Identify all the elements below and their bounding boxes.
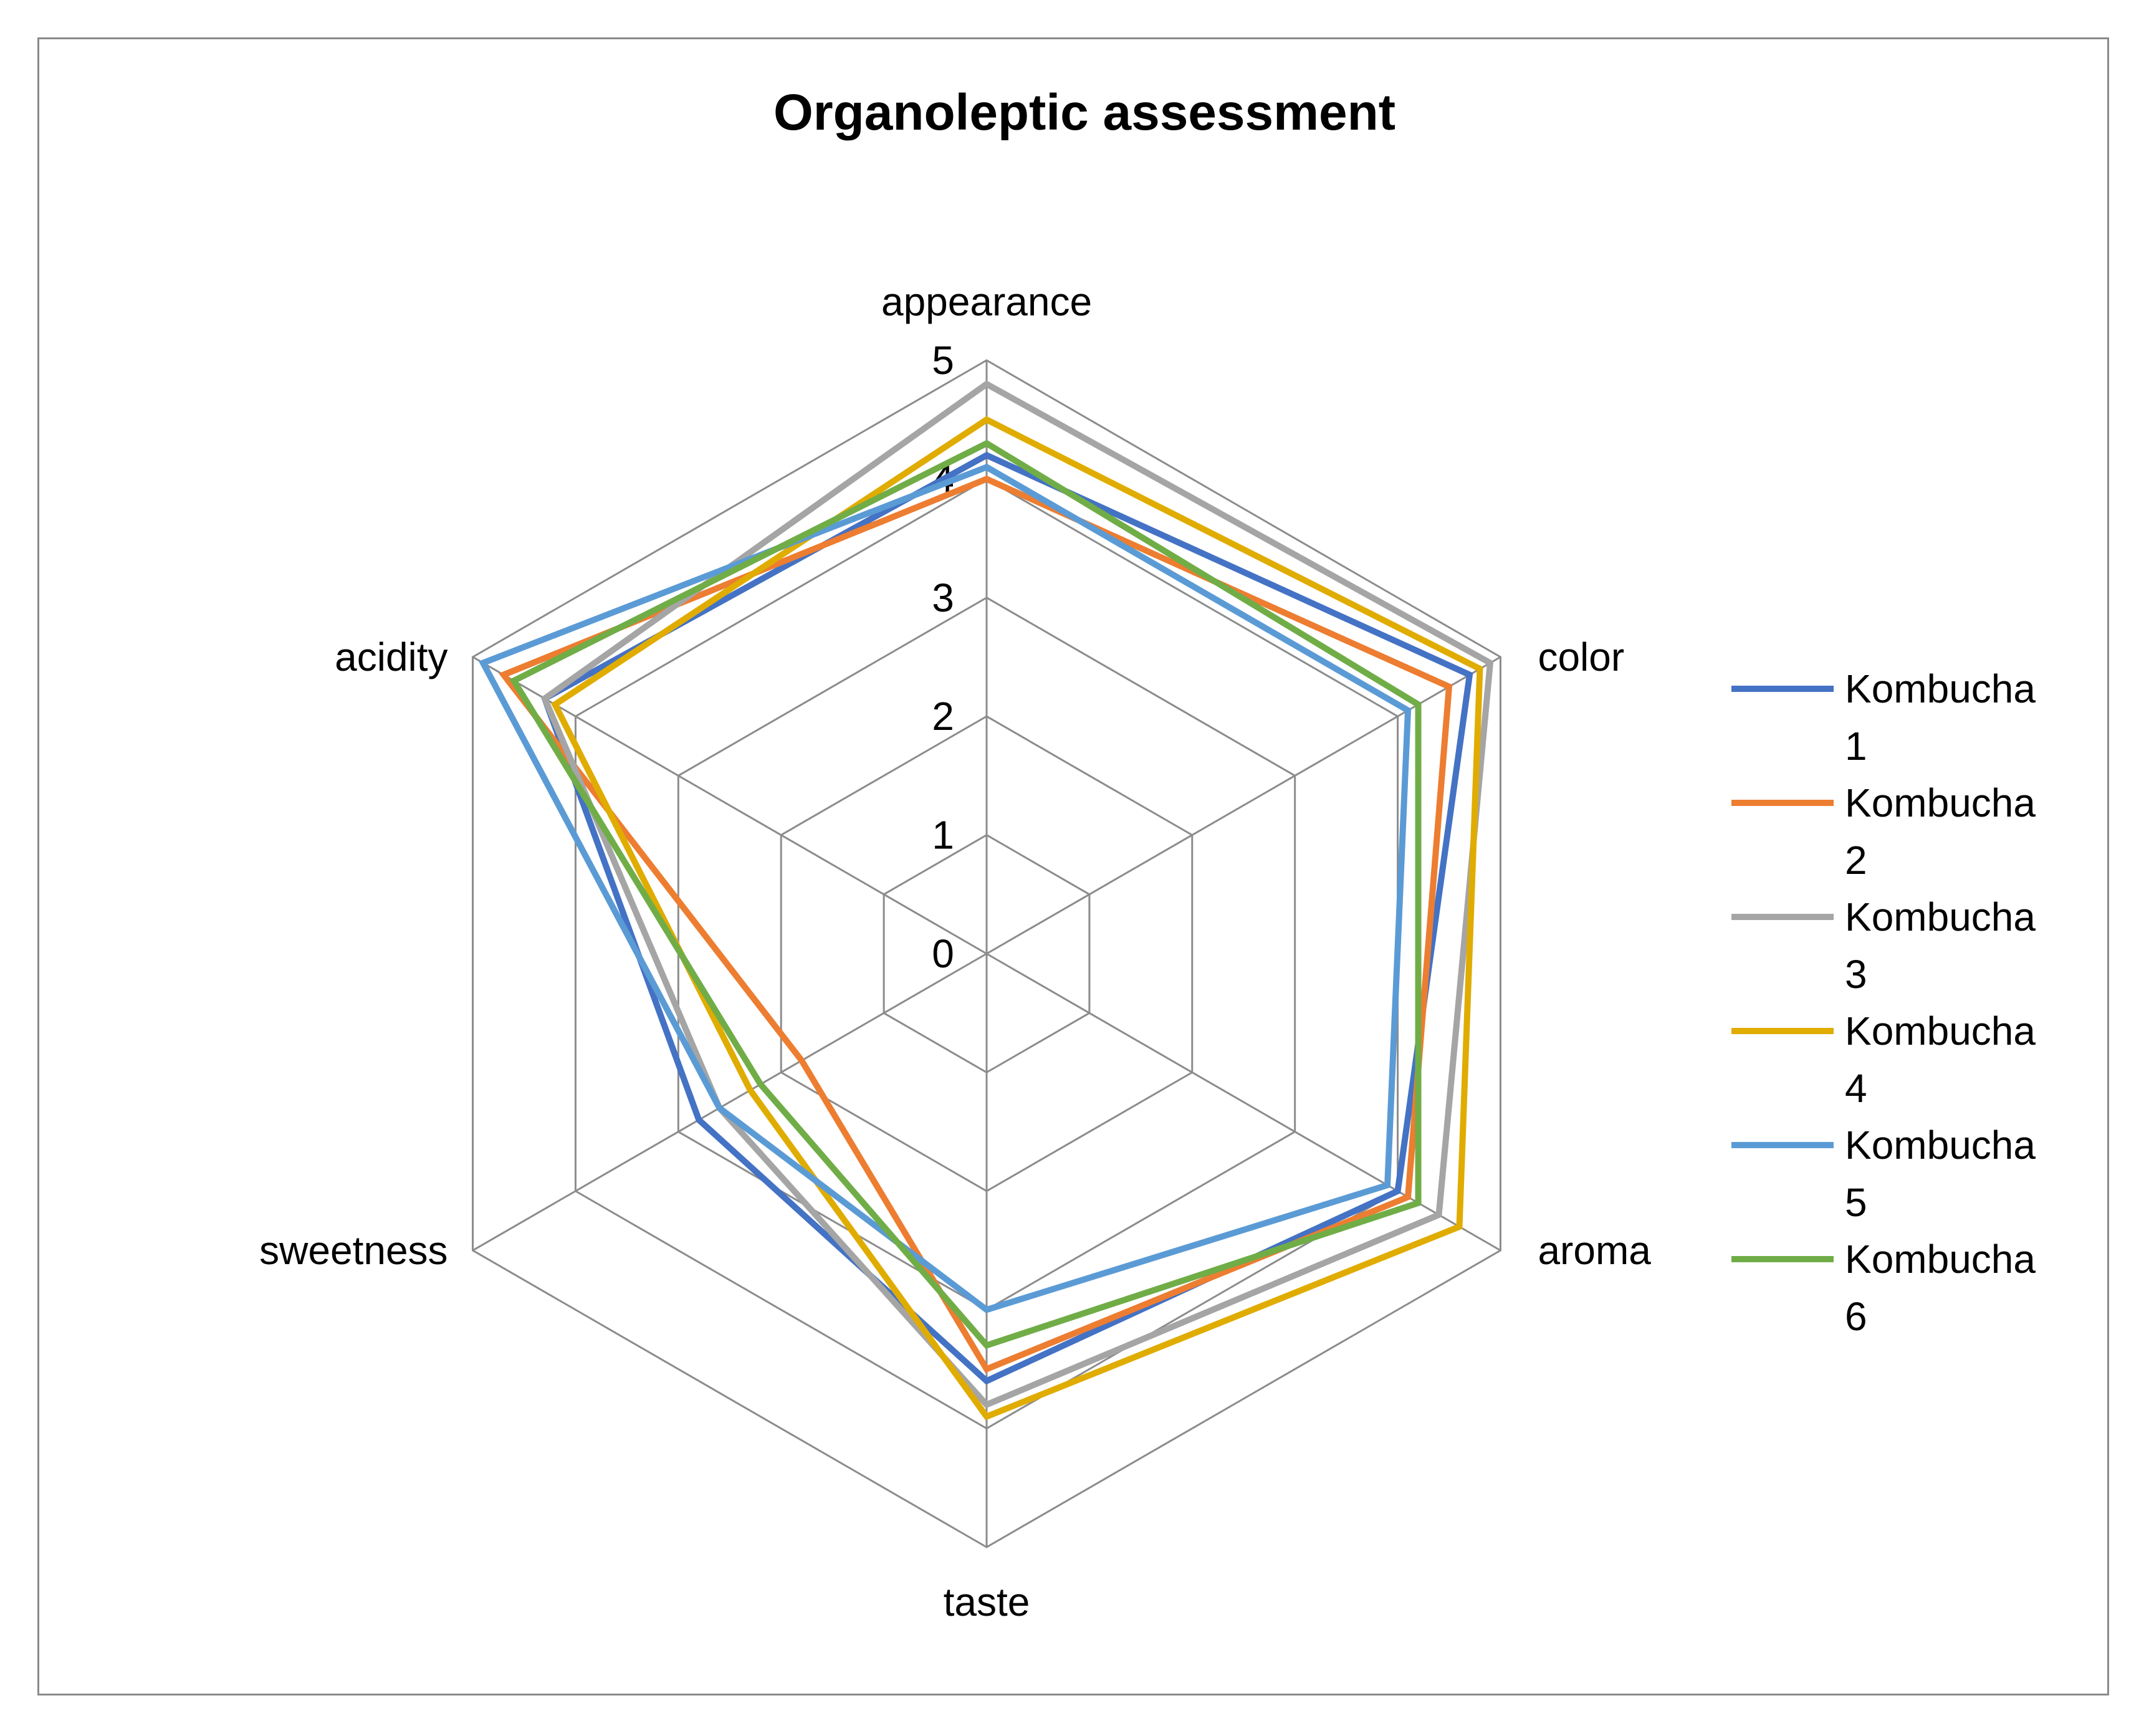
series-lines (478, 380, 1494, 1421)
legend-label: Kombucha 3 (1845, 894, 2036, 997)
series-line-kombucha-6 (509, 439, 1422, 1350)
radar-grid (472, 359, 1501, 1548)
tick-label-0: 0 (932, 931, 954, 976)
chart-frame (37, 37, 2109, 1695)
axis-labels: appearance color aroma taste sweetness acidit… (259, 279, 1651, 1624)
legend-label: Kombucha 6 (1845, 1237, 2036, 1339)
axis-label-color: color (1538, 635, 1624, 679)
series-line-kombucha-2 (499, 475, 1453, 1373)
legend-label: Kombucha 1 (1845, 666, 2036, 769)
legend-label: Kombucha 4 (1845, 1009, 2036, 1111)
axis-label-appearance: appearance (881, 279, 1092, 324)
legend-entry-kombucha-1: Kombucha 1 (1731, 666, 2036, 769)
spoke-color (986, 656, 1501, 955)
legend-entry-kombucha-2: Kombucha 2 (1731, 780, 2036, 883)
axis-label-sweetness: sweetness (259, 1228, 448, 1273)
legend-entry-kombucha-5: Kombucha 5 (1731, 1123, 2036, 1225)
chart-title: Organoleptic assessment (773, 84, 1395, 141)
tick-label-5: 5 (932, 338, 954, 383)
series-line-kombucha-5 (478, 463, 1412, 1313)
tick-label-2: 2 (932, 694, 954, 739)
spoke-acidity (472, 656, 987, 955)
legend-label: Kombucha 5 (1845, 1123, 2036, 1225)
legend-entry-kombucha-4: Kombucha 4 (1731, 1009, 2036, 1111)
legend-entry-kombucha-6: Kombucha 6 (1731, 1237, 2036, 1339)
legend-entry-kombucha-3: Kombucha 3 (1731, 894, 2036, 997)
legend: Kombucha 1 Kombucha 2 Kombucha 3 Kombucha 4 Komb… (1731, 666, 2036, 1339)
axis-label-aroma: aroma (1538, 1228, 1651, 1273)
tick-label-1: 1 (932, 813, 954, 858)
legend-label: Kombucha 2 (1845, 780, 2036, 883)
tick-label-3: 3 (932, 575, 954, 620)
axis-label-acidity: acidity (335, 635, 448, 679)
spoke-sweetness (472, 952, 987, 1252)
series-line-kombucha-3 (540, 380, 1494, 1409)
axis-label-taste: taste (944, 1580, 1030, 1624)
series-line-kombucha-4 (550, 416, 1483, 1421)
